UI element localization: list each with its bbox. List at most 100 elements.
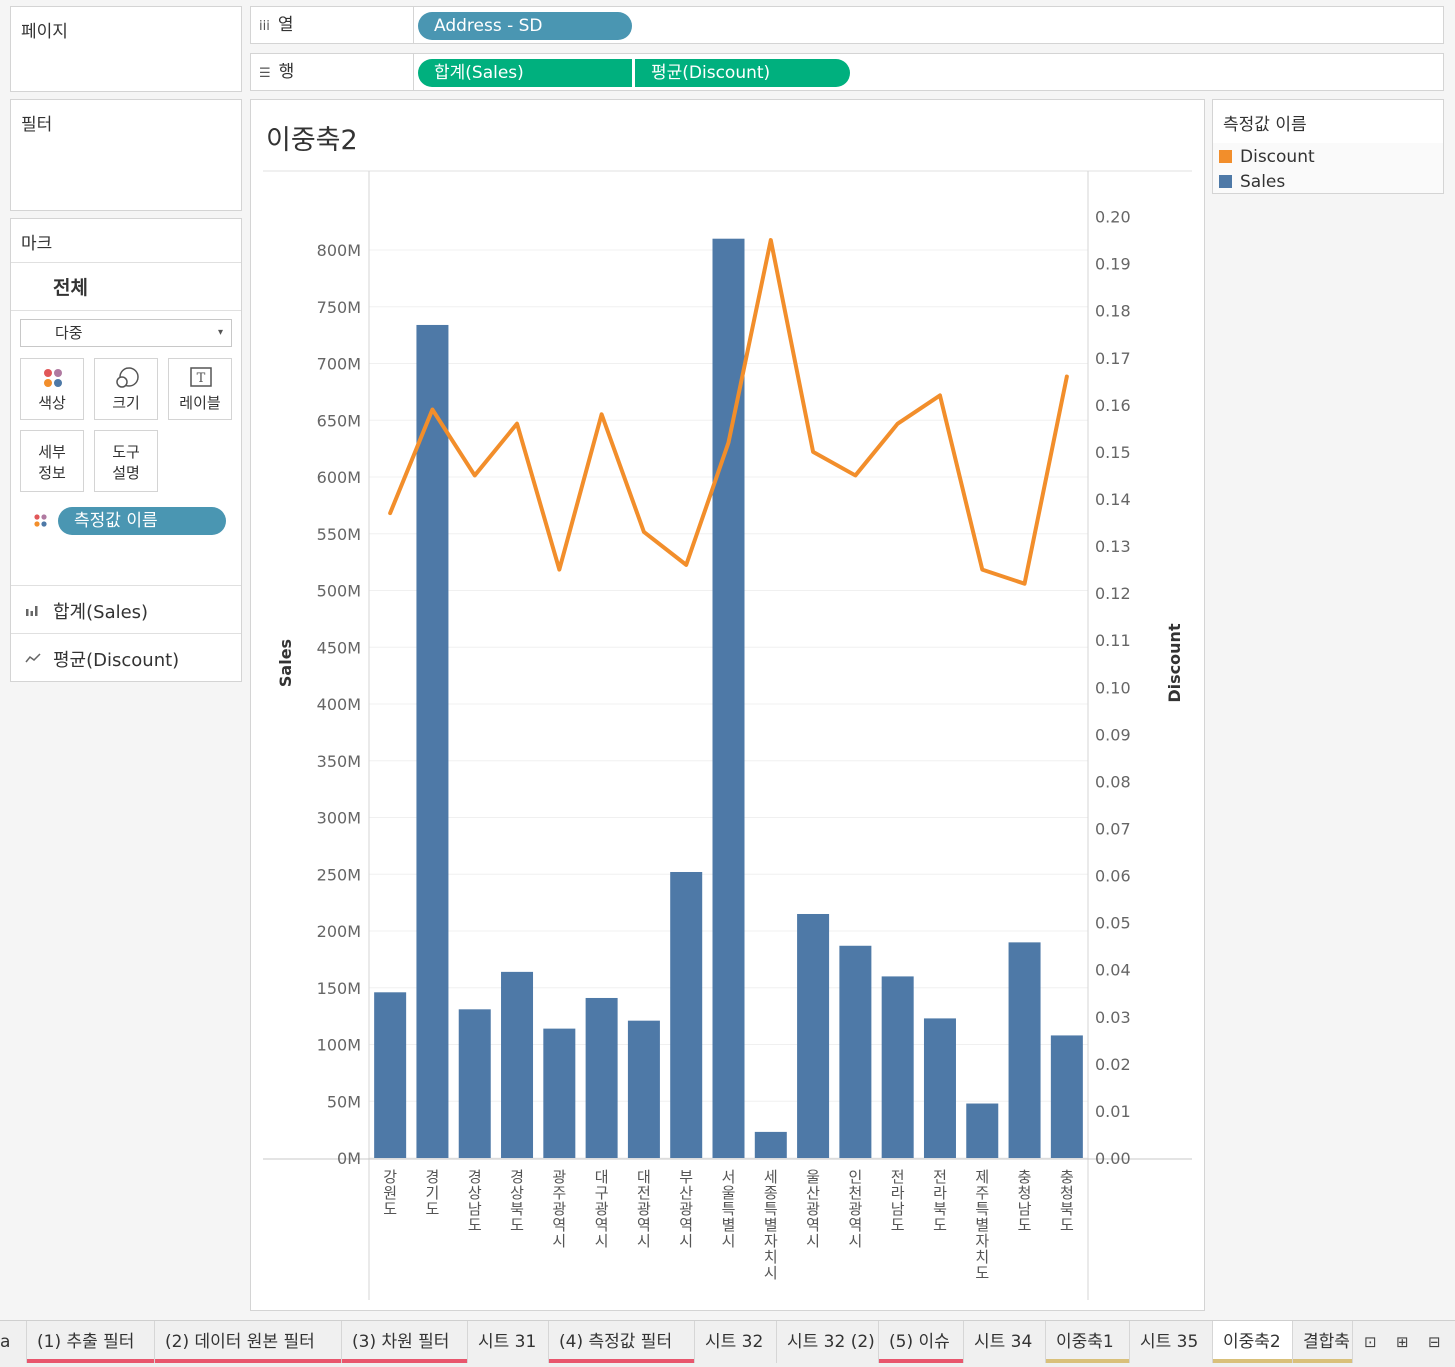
y2-tick-label: 0.13 — [1095, 537, 1131, 556]
new-story-icon[interactable]: ⊟ — [1428, 1333, 1441, 1351]
legend-swatch-sales — [1219, 175, 1232, 188]
marks-card: 마크 전체 다중 ▾ 색상 크기 T 레이블 세부 정보 도구 설명 — [10, 218, 242, 682]
rows-icon: ☰ — [259, 66, 271, 81]
discount-pill-label: 평균(Discount) — [651, 63, 770, 83]
y-tick-label: 600M — [317, 468, 361, 487]
address-sd-pill[interactable]: Address - SD — [418, 12, 632, 40]
y2-tick-label: 0.08 — [1095, 772, 1131, 791]
tooltip-button[interactable]: 도구 설명 — [94, 430, 158, 492]
y-tick-label: 350M — [317, 752, 361, 771]
y2-tick-label: 0.20 — [1095, 208, 1131, 227]
y2-tick-label: 0.04 — [1095, 961, 1131, 980]
discount-measure-row[interactable]: 평균(Discount) — [11, 633, 241, 682]
y-tick-label: 450M — [317, 638, 361, 657]
filters-title: 필터 — [21, 110, 52, 135]
sales-measure-row[interactable]: 합계(Sales) — [11, 585, 241, 634]
sheet-tab[interactable]: 시트 31 — [468, 1321, 549, 1363]
sheet-tab[interactable]: (4) 측정값 필터 — [549, 1321, 695, 1363]
tab-color-bar — [1046, 1359, 1129, 1363]
y2-tick-label: 0.19 — [1095, 255, 1131, 274]
sales-bar — [924, 1018, 956, 1158]
sheet-tab[interactable]: (2) 데이터 원본 필터 — [155, 1321, 342, 1363]
sheet-tab[interactable]: (1) 추출 필터 — [27, 1321, 155, 1363]
sheet-tab-label: a — [0, 1332, 10, 1352]
color-icon — [21, 367, 85, 389]
tooltip-label-1: 도구 — [95, 441, 157, 462]
sheet-tab-label: 시트 34 — [974, 1332, 1032, 1352]
sheet-tab[interactable]: a — [0, 1321, 27, 1363]
y2-tick-label: 0.09 — [1095, 725, 1131, 744]
size-button[interactable]: 크기 — [94, 358, 158, 420]
measure-names-legend[interactable]: 측정값 이름 Discount Sales — [1212, 99, 1444, 194]
y2-tick-label: 0.02 — [1095, 1055, 1131, 1074]
y2-tick-label: 0.18 — [1095, 302, 1131, 321]
color-button[interactable]: 색상 — [20, 358, 84, 420]
rows-label-text: 행 — [279, 62, 295, 82]
measure-names-pill-label: 측정값 이름 — [74, 511, 158, 531]
marks-all-row[interactable]: 전체 — [11, 262, 241, 311]
y2-tick-label: 0.12 — [1095, 584, 1131, 603]
sheet-tab-label: 시트 35 — [1140, 1332, 1198, 1352]
address-sd-pill-label: Address - SD — [434, 16, 543, 36]
y2-tick-label: 0.01 — [1095, 1102, 1131, 1121]
filters-card[interactable]: 필터 — [10, 99, 242, 211]
columns-icon: iii — [259, 19, 270, 34]
y-tick-label: 650M — [317, 411, 361, 430]
sales-pill-label: 합계(Sales) — [434, 63, 524, 83]
tab-color-bar — [879, 1359, 963, 1363]
y-tick-label: 300M — [317, 809, 361, 828]
y-tick-label: 200M — [317, 922, 361, 941]
new-worksheet-icon[interactable]: ⊡ — [1364, 1333, 1377, 1351]
sheet-tab-label: 시트 32 (2) — [787, 1332, 875, 1352]
chevron-down-icon: ▾ — [218, 320, 223, 346]
tab-color-bar — [155, 1359, 341, 1363]
mark-type-value: 다중 — [55, 324, 83, 342]
y-tick-label: 400M — [317, 695, 361, 714]
color-label: 색상 — [21, 392, 83, 413]
sheet-tab[interactable]: 시트 32 — [695, 1321, 777, 1363]
sheet-tab[interactable]: 시트 32 (2) — [777, 1321, 879, 1363]
sales-bar — [713, 239, 745, 1158]
new-dashboard-icon[interactable]: ⊞ — [1396, 1333, 1409, 1351]
y2-tick-label: 0.10 — [1095, 678, 1131, 697]
y2-tick-label: 0.15 — [1095, 443, 1131, 462]
sheet-tab[interactable]: 이중축2 — [1213, 1321, 1293, 1363]
sales-bar — [501, 972, 533, 1158]
y2-tick-label: 0.05 — [1095, 914, 1131, 933]
mark-type-dropdown[interactable]: 다중 ▾ — [20, 319, 232, 347]
sales-bar — [1051, 1035, 1083, 1158]
pages-title: 페이지 — [21, 17, 68, 42]
rows-shelf[interactable]: ☰행 합계(Sales) 평균(Discount) — [250, 53, 1444, 91]
tab-color-bar — [1213, 1359, 1292, 1363]
sheet-tab[interactable]: 시트 34 — [964, 1321, 1046, 1363]
sales-pill[interactable]: 합계(Sales) — [418, 59, 632, 87]
detail-label-2: 정보 — [21, 462, 83, 483]
measure-names-pill[interactable]: 측정값 이름 — [58, 507, 226, 535]
sales-bar — [966, 1104, 998, 1158]
y-tick-label: 0M — [337, 1149, 361, 1168]
label-button[interactable]: T 레이블 — [168, 358, 232, 420]
y-tick-label: 100M — [317, 1036, 361, 1055]
sales-bar — [586, 998, 618, 1158]
sheet-tab[interactable]: 시트 35 — [1130, 1321, 1213, 1363]
detail-button[interactable]: 세부 정보 — [20, 430, 84, 492]
legend-item-sales[interactable]: Sales — [1219, 171, 1285, 193]
discount-pill[interactable]: 평균(Discount) — [635, 59, 850, 87]
sales-bar — [459, 1009, 491, 1158]
sheet-tab[interactable]: (3) 차원 필터 — [342, 1321, 468, 1363]
dual-axis-chart[interactable]: 0M50M100M150M200M250M300M350M400M450M500… — [251, 100, 1204, 1310]
sheet-tab[interactable]: 결합축 — [1293, 1321, 1353, 1363]
legend-item-discount[interactable]: Discount — [1219, 146, 1315, 168]
sheet-tab[interactable]: (5) 이슈 — [879, 1321, 964, 1363]
discount-measure-label: 평균(Discount) — [53, 646, 179, 672]
rows-shelf-label: ☰행 — [259, 54, 294, 90]
y2-tick-label: 0.17 — [1095, 349, 1131, 368]
sheet-tab[interactable]: 이중축1 — [1046, 1321, 1130, 1363]
